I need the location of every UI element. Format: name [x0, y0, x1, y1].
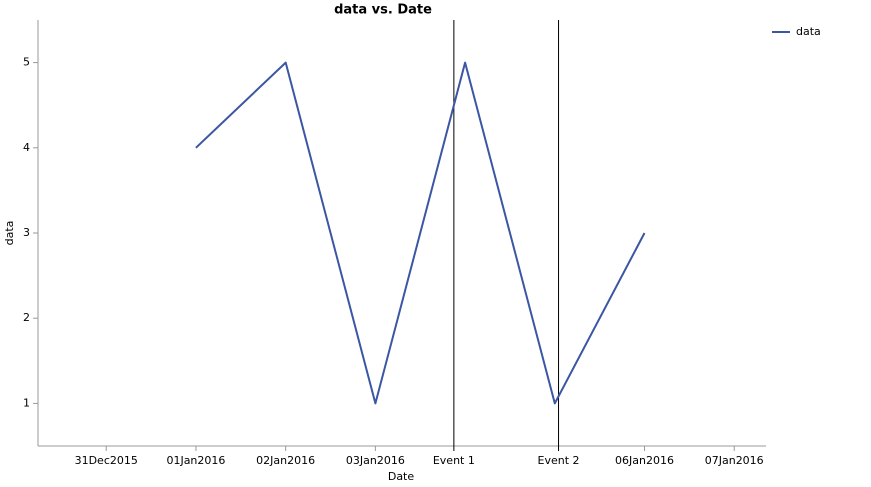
x-tick-label: 31Dec2015 — [75, 454, 138, 467]
x-tick-label: 01Jan2016 — [166, 454, 225, 467]
x-tick-label: 06Jan2016 — [615, 454, 674, 467]
x-tick-label: 07Jan2016 — [705, 454, 764, 467]
x-tick-label: 02Jan2016 — [256, 454, 315, 467]
x-tick-label: 03Jan2016 — [346, 454, 405, 467]
y-tick-label: 3 — [23, 226, 30, 239]
legend-label: data — [796, 25, 821, 38]
y-tick-label: 1 — [23, 396, 30, 409]
y-tick-label: 2 — [23, 311, 30, 324]
data-line — [195, 61, 646, 405]
chart-title: data vs. Date — [334, 3, 432, 18]
event-label: Event 2 — [538, 454, 580, 467]
y-axis-label: data — [3, 221, 16, 246]
y-tick-label: 5 — [23, 56, 30, 69]
x-axis-label: Date — [388, 470, 415, 483]
y-tick-label: 4 — [23, 141, 30, 154]
event-label: Event 1 — [433, 454, 475, 467]
